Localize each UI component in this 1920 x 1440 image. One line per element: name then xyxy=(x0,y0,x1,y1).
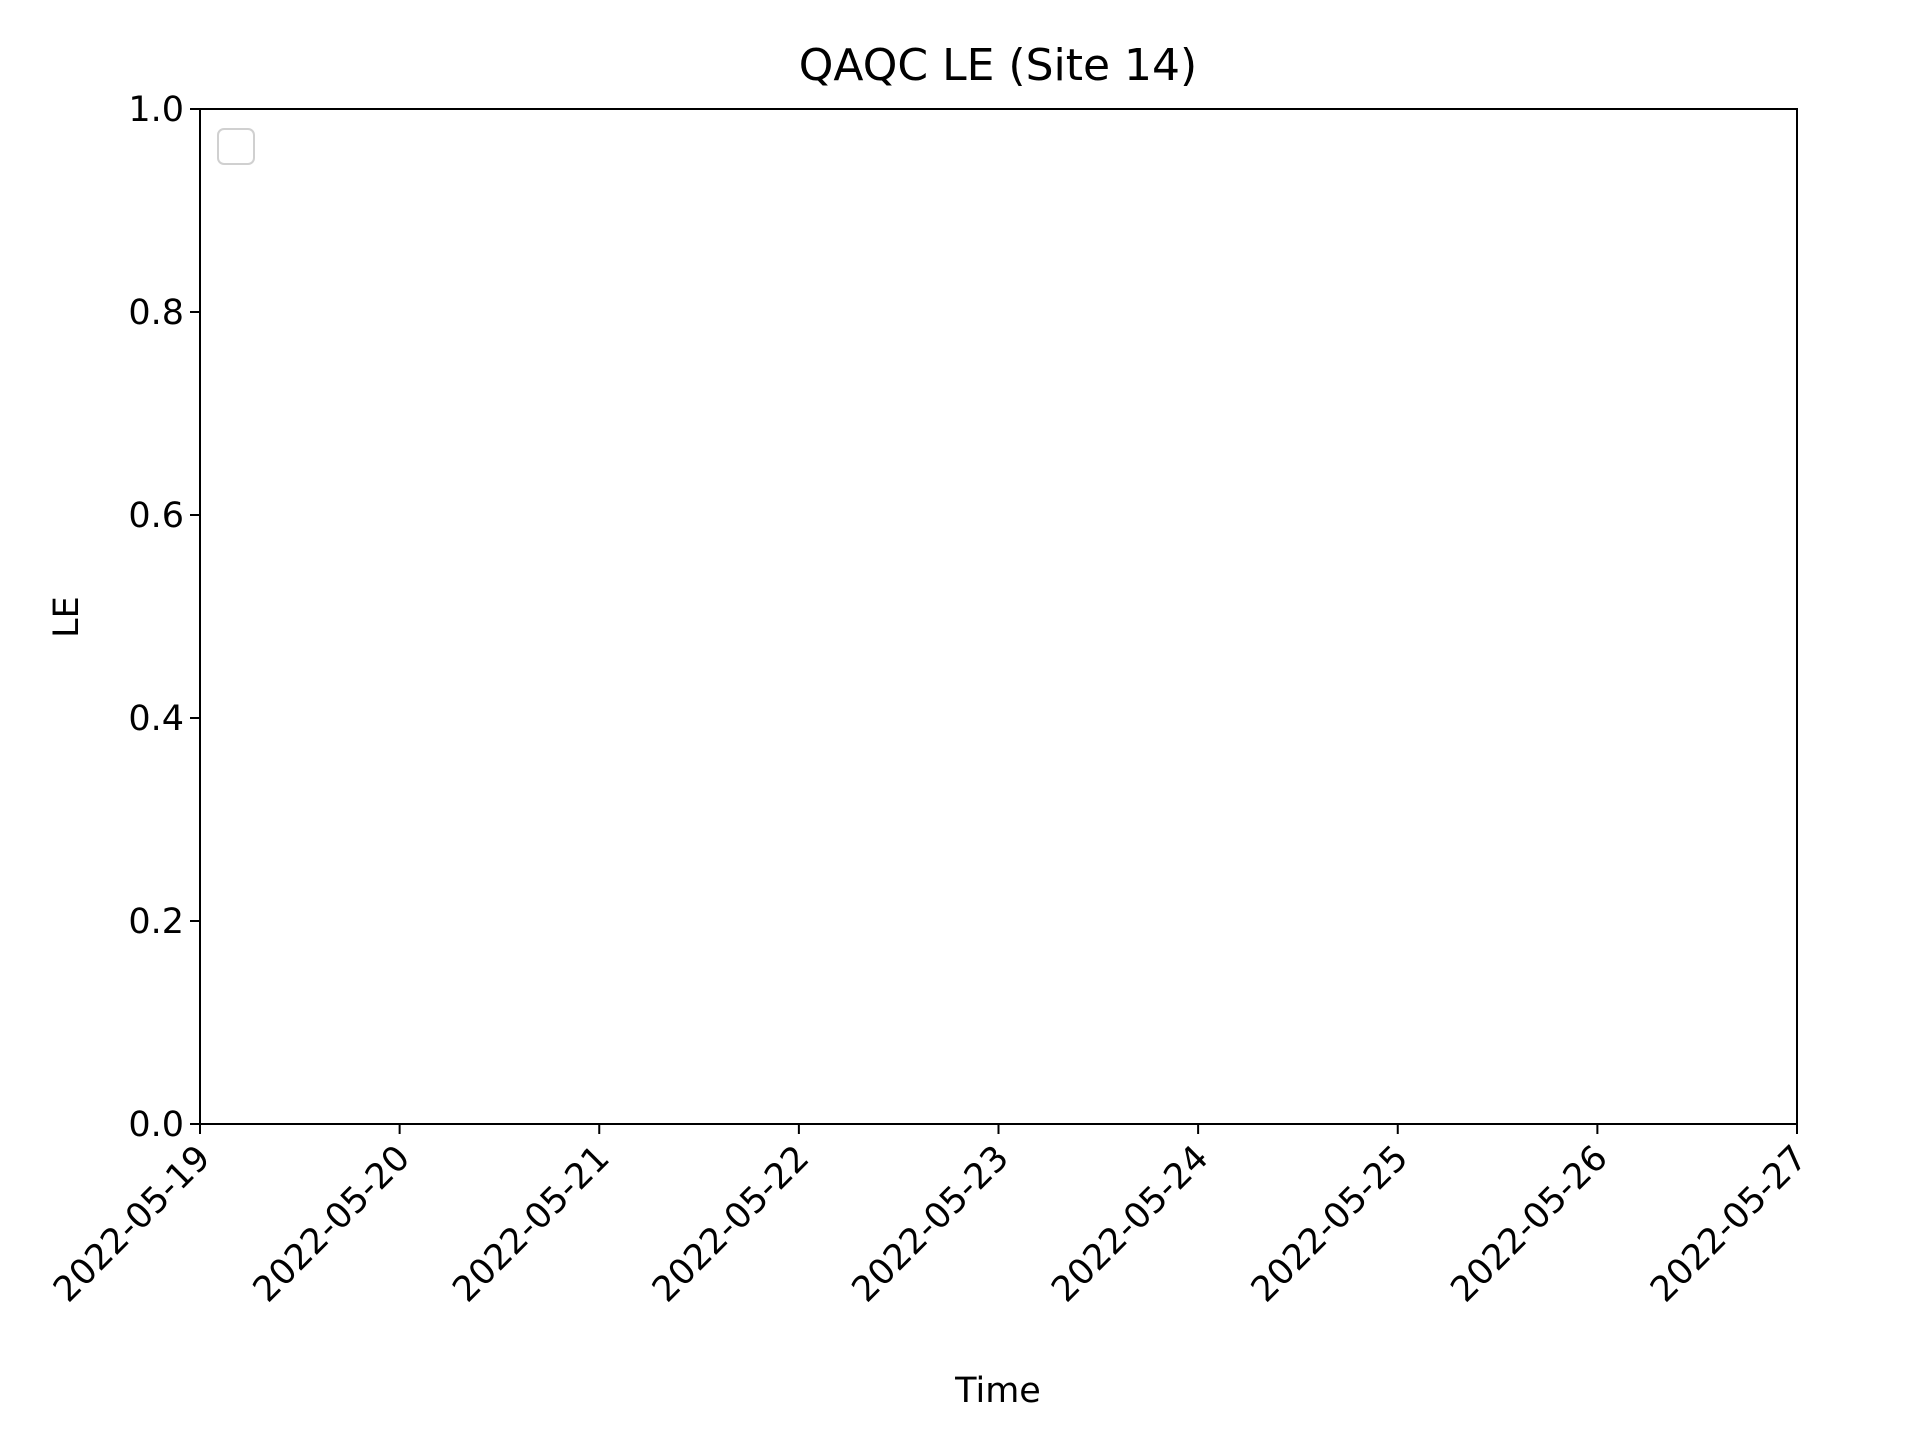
x-tick-label: 2022-05-26 xyxy=(1444,1138,1616,1310)
y-tick-label: 0.2 xyxy=(128,902,184,942)
x-tick-label: 2022-05-20 xyxy=(246,1138,418,1310)
x-tick-label: 2022-05-19 xyxy=(46,1138,218,1310)
plot-frame xyxy=(199,108,1798,1125)
y-tick-label: 0.6 xyxy=(128,496,184,536)
x-tick-label: 2022-05-25 xyxy=(1244,1138,1416,1310)
x-tick-label: 2022-05-21 xyxy=(445,1138,617,1310)
y-axis-label: LE xyxy=(47,596,87,638)
y-tick-label: 1.0 xyxy=(128,90,184,130)
y-tick-label: 0.4 xyxy=(128,699,184,739)
x-tick-label: 2022-05-24 xyxy=(1044,1138,1216,1310)
y-tick-label: 0.0 xyxy=(128,1105,184,1145)
x-axis-label: Time xyxy=(954,1371,1041,1411)
chart-title: QAQC LE (Site 14) xyxy=(799,40,1197,91)
x-tick-label: 2022-05-22 xyxy=(645,1138,817,1310)
legend-box xyxy=(217,128,255,165)
y-tick-label: 0.8 xyxy=(128,293,184,333)
x-tick-label: 2022-05-27 xyxy=(1643,1138,1815,1310)
x-tick-label: 2022-05-23 xyxy=(845,1138,1017,1310)
